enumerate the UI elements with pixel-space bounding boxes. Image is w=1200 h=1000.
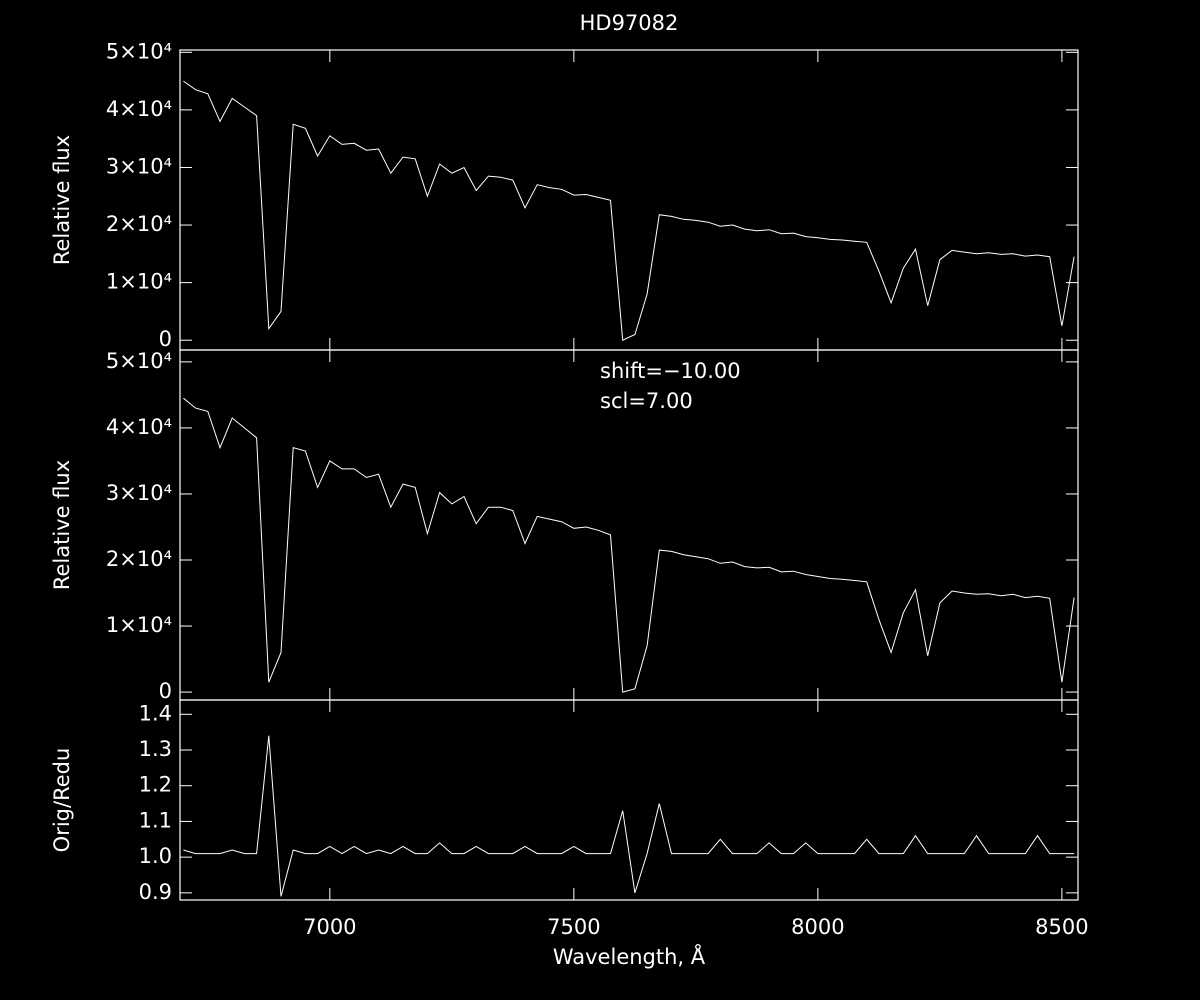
annotation: scl=7.00 [600,389,693,413]
x-tick-label: 8500 [1035,915,1088,939]
x-axis-label: Wavelength, Å [553,943,706,969]
y-tick-label: 3×10⁴ [106,154,172,178]
y-tick-label: 0.9 [139,880,172,904]
y-tick-label: 1×10⁴ [106,613,172,637]
annotation: shift=−10.00 [600,359,741,383]
y-tick-label: 3×10⁴ [106,481,172,505]
y-tick-label: 1.1 [139,808,172,832]
x-tick-label: 7500 [547,915,600,939]
y-axis-label: Relative flux [50,460,74,590]
y-tick-label: 1.2 [139,773,172,797]
spectrum-line [183,80,1075,341]
x-tick-label: 8000 [791,915,844,939]
y-axis-label: Orig/Redu [50,748,74,853]
y-tick-label: 4×10⁴ [106,415,172,439]
y-tick-label: 2×10⁴ [106,212,172,236]
y-tick-label: 5×10⁴ [106,39,172,63]
plot-frame [179,699,1079,901]
y-tick-label: 0 [159,327,172,351]
x-tick-label: 7000 [303,915,356,939]
y-tick-label: 1.3 [139,737,172,761]
y-tick-label: 1.0 [139,844,172,868]
y-tick-label: 5×10⁴ [106,349,172,373]
y-tick-label: 4×10⁴ [106,97,172,121]
spectrum-line [183,397,1075,693]
chart-title: HD97082 [580,11,679,35]
y-tick-label: 1.4 [139,701,172,725]
y-tick-label: 1×10⁴ [106,270,172,294]
spectrum-line [183,735,1075,897]
y-tick-label: 0 [159,679,172,703]
y-tick-label: 2×10⁴ [106,547,172,571]
y-axis-label: Relative flux [50,135,74,265]
plot-frame [179,49,1079,351]
